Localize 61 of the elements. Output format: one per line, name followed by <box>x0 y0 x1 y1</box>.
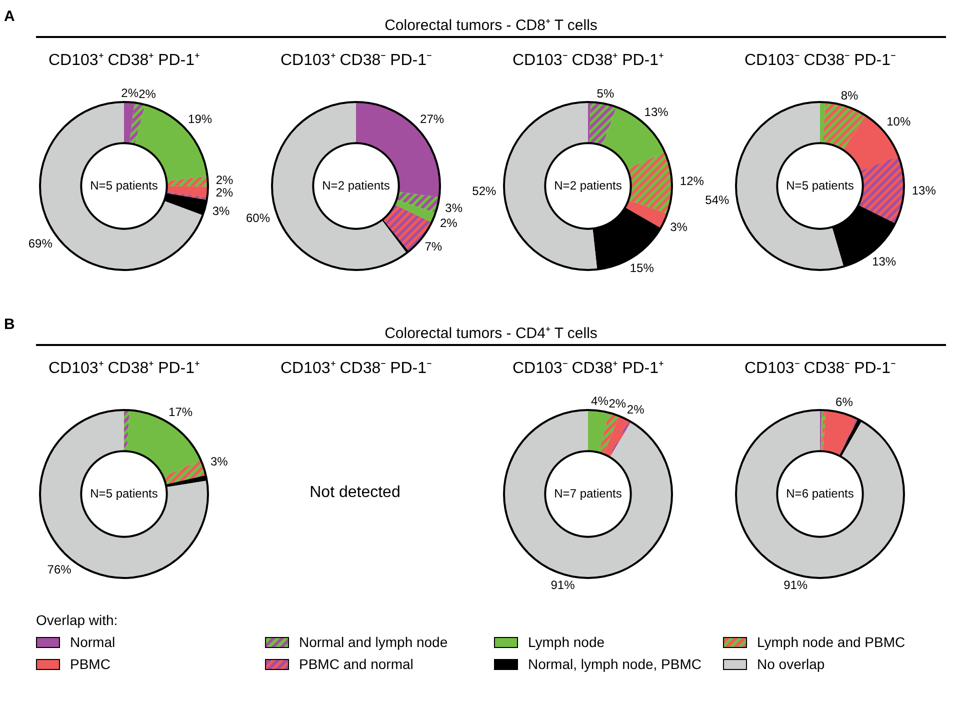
chart-title: CD103⁺ CD38⁺ PD-1⁺ <box>47 51 201 70</box>
data-label: 54% <box>705 193 730 208</box>
legend-label: PBMC <box>70 656 110 672</box>
data-label: 2% <box>440 216 458 230</box>
text: Colorectal tumors - CD4⁺ T cells <box>36 322 946 346</box>
data-label: 7% <box>424 240 442 254</box>
data-label: 2% <box>216 185 234 200</box>
legend-label: PBMC and normal <box>299 656 414 672</box>
data-label: 76% <box>47 562 72 576</box>
text: Not detected <box>310 484 400 502</box>
data-label: 3% <box>445 201 463 216</box>
data-label: 52% <box>472 184 496 198</box>
text: N=7 patients <box>554 486 622 500</box>
data-label: 2% <box>626 402 645 417</box>
legend-label: Lymph node and PBMC <box>757 634 906 650</box>
data-label: 19% <box>188 112 212 126</box>
data-label: 8% <box>840 88 859 102</box>
data-label: 3% <box>210 454 228 469</box>
data-label: 15% <box>630 260 654 275</box>
chart-title: CD103⁺ CD38⁻ PD-1⁻ <box>279 51 433 70</box>
data-label: 91% <box>550 578 576 592</box>
legend-label: Normal, lymph node, PBMC <box>528 656 702 672</box>
chart-title: CD103⁻ CD38⁻ PD-1⁻ <box>743 51 897 70</box>
chart-title: CD103⁻ CD38⁺ PD-1⁺ <box>511 51 665 70</box>
data-label: 69% <box>28 236 53 250</box>
data-label: 13% <box>872 254 896 269</box>
data-label: 13% <box>644 105 669 120</box>
text: N=5 patients <box>786 178 854 192</box>
text: B <box>4 316 15 333</box>
data-label: 12% <box>680 174 704 188</box>
data-label: 17% <box>168 405 193 420</box>
data-label: 2% <box>608 396 626 410</box>
chart-title: CD103⁺ CD38⁺ PD-1⁺ <box>47 359 201 378</box>
data-label: 2% <box>121 86 139 100</box>
data-label: 2% <box>216 172 234 187</box>
chart-title: CD103⁻ CD38⁻ PD-1⁻ <box>743 359 897 378</box>
data-label: 10% <box>886 114 911 128</box>
text: N=2 patients <box>322 178 390 192</box>
data-label: 13% <box>912 183 936 198</box>
text: N=5 patients <box>90 486 158 500</box>
legend-label: Normal and lymph node <box>299 634 448 650</box>
chart-title: CD103⁻ CD38⁺ PD-1⁺ <box>511 359 665 378</box>
text: CD103⁺ CD38⁻ PD-1⁻ <box>279 359 433 378</box>
data-label: 2% <box>138 87 156 102</box>
data-label: 4% <box>591 394 609 408</box>
data-label: 60% <box>246 211 270 226</box>
legend-label: Lymph node <box>528 634 605 650</box>
data-label: 6% <box>836 395 854 410</box>
text: Colorectal tumors - CD8⁺ T cells <box>36 14 946 38</box>
data-label: 3% <box>670 220 688 234</box>
legend-title: Overlap with: <box>36 612 119 628</box>
data-label: 3% <box>212 204 230 218</box>
data-label: 91% <box>784 578 808 592</box>
text: N=2 patients <box>554 178 622 192</box>
legend-label: Normal <box>70 634 116 650</box>
text: N=5 patients <box>90 178 158 192</box>
data-label: 5% <box>596 86 614 100</box>
text: A <box>4 8 15 25</box>
legend-label: No overlap <box>757 656 825 672</box>
text: N=6 patients <box>786 486 854 500</box>
data-label: 27% <box>420 112 444 126</box>
